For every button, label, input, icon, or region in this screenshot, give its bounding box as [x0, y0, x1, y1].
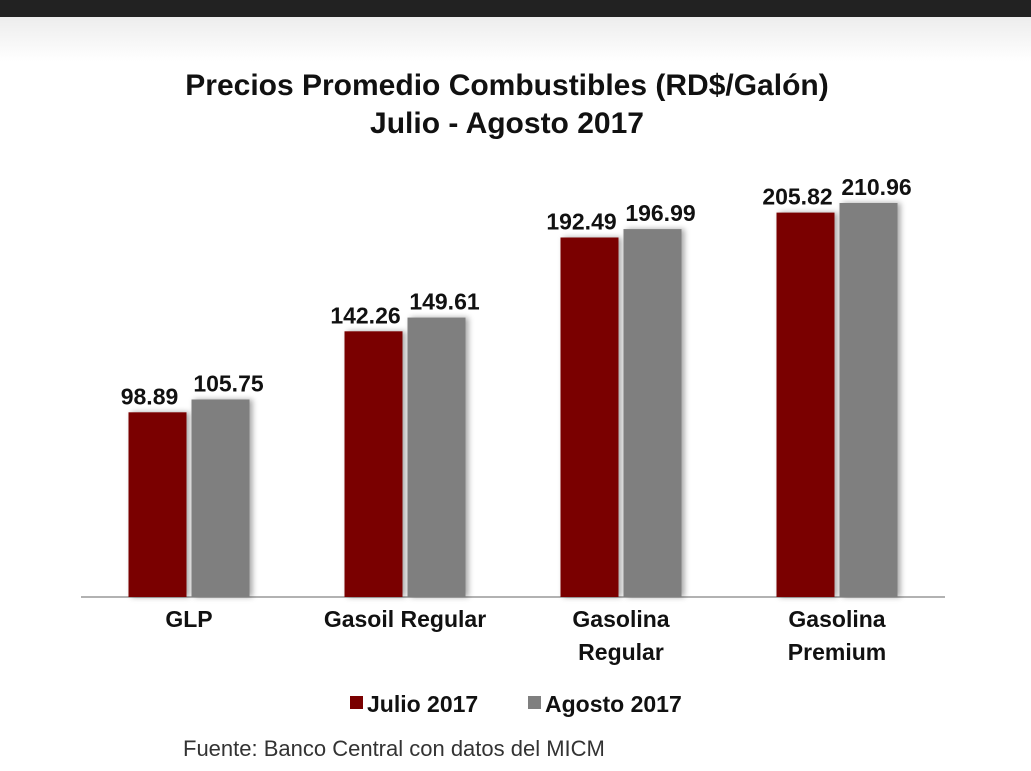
value-label: 192.49 — [546, 208, 616, 234]
x-tick-label: Gasoil Regular — [324, 606, 486, 632]
value-label: 98.89 — [121, 383, 179, 409]
value-label: 142.26 — [330, 302, 400, 328]
bar — [560, 237, 619, 597]
value-label: 149.61 — [409, 289, 480, 315]
bar — [344, 331, 403, 597]
x-tick-label: Premium — [788, 639, 886, 665]
bar — [776, 212, 835, 597]
legend-swatch — [350, 696, 363, 709]
value-label: 105.75 — [193, 370, 264, 396]
x-tick-label: Regular — [578, 639, 664, 665]
bar — [407, 317, 466, 597]
legend-label: Agosto 2017 — [545, 691, 682, 717]
value-label: 205.82 — [762, 184, 832, 210]
value-label: 196.99 — [625, 200, 695, 226]
x-tick-label: Gasolina — [788, 606, 885, 632]
value-label: 210.96 — [841, 174, 911, 200]
legend-label: Julio 2017 — [367, 691, 478, 717]
x-tick-label: GLP — [165, 606, 212, 632]
legend-swatch — [528, 696, 541, 709]
chart-subtitle: Julio - Agosto 2017 — [370, 107, 644, 140]
chart-title: Precios Promedio Combustibles (RD$/Galón… — [185, 69, 828, 102]
bar — [623, 229, 682, 597]
top-bar — [0, 0, 1031, 17]
bar — [839, 203, 898, 597]
bar — [128, 412, 187, 597]
bar — [191, 399, 250, 597]
x-tick-label: Gasolina — [572, 606, 669, 632]
source-note: Fuente: Banco Central con datos del MICM — [183, 736, 605, 761]
